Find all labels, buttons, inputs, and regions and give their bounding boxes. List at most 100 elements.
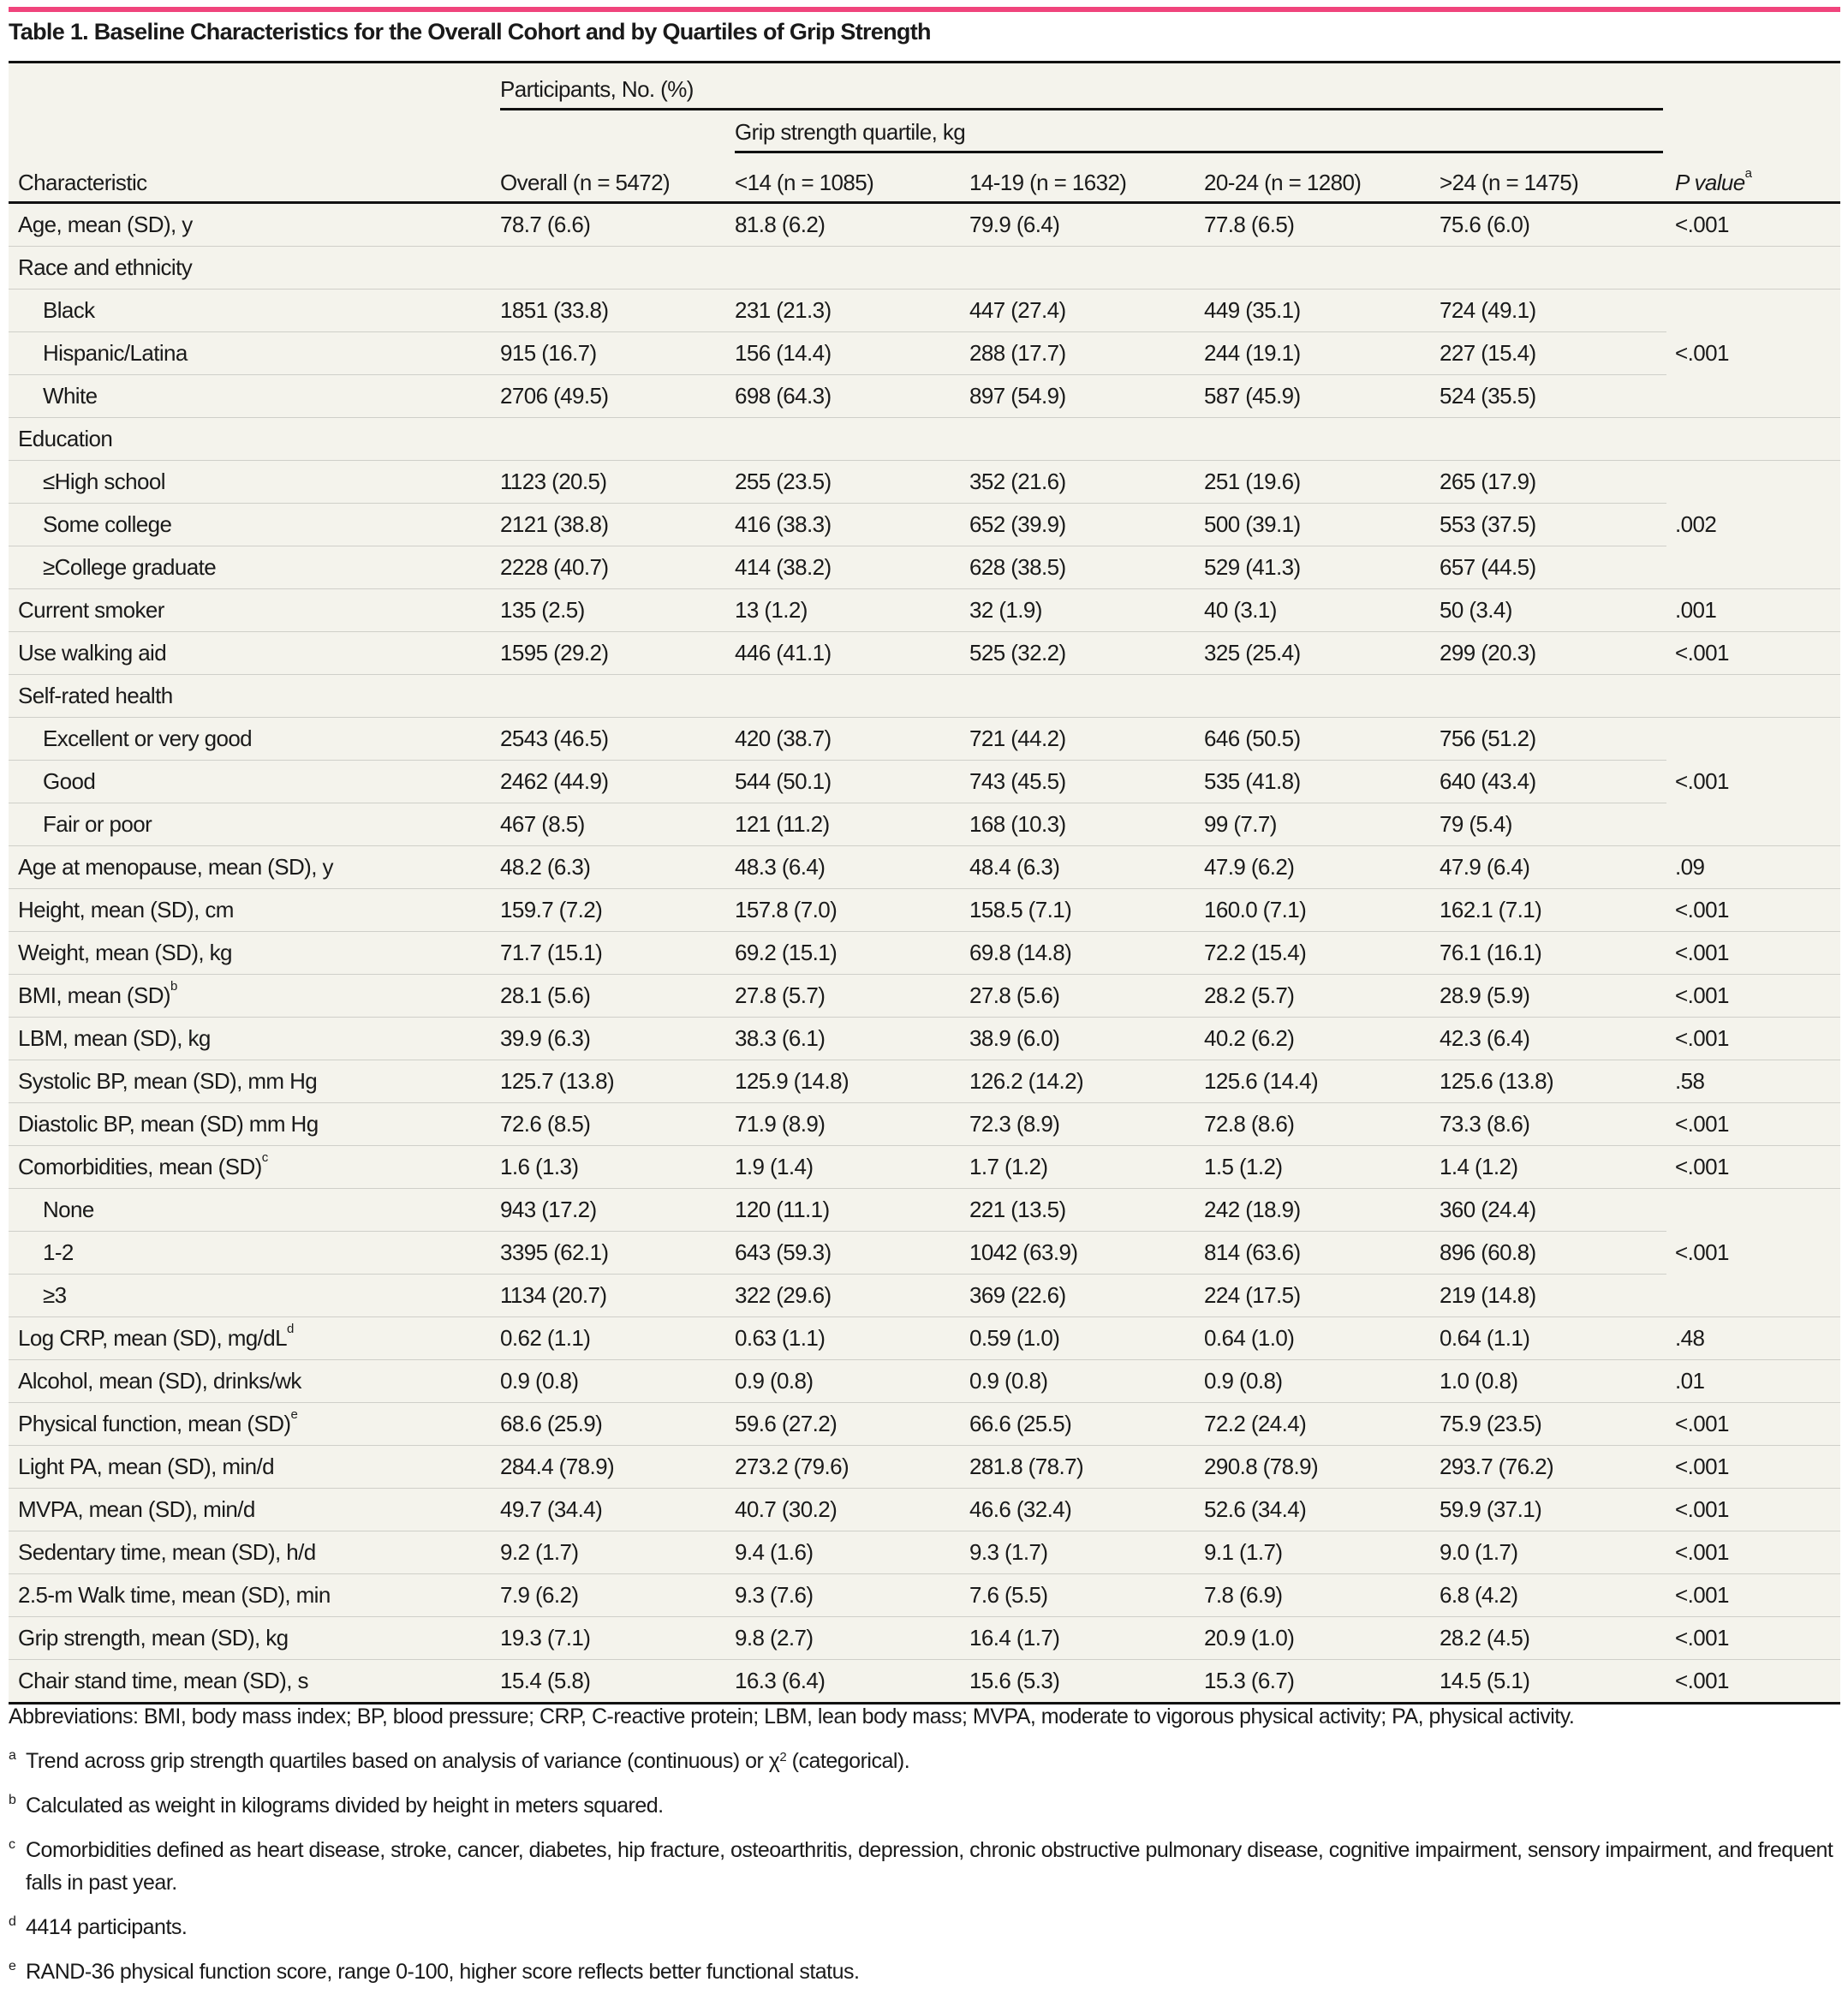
table-row: Age, mean (SD), y 78.7 (6.6) 81.8 (6.2) 79.… bbox=[9, 202, 1841, 247]
cell-value: 698 (64.3) bbox=[735, 374, 969, 418]
table-row: Grip strength, mean (SD), kg 19.3 (7.1) 9.… bbox=[9, 1616, 1841, 1660]
p-value: <.001 bbox=[1675, 1668, 1729, 1693]
row-label-text: ≥College graduate bbox=[43, 554, 217, 580]
row-label-text: Comorbidities, mean (SD) bbox=[18, 1154, 262, 1179]
cell-value: 896 (60.8) bbox=[1440, 1231, 1667, 1275]
row-label-text: Self-rated health bbox=[18, 683, 173, 708]
table-row: Weight, mean (SD), kg 71.7 (15.1) 69.2 (15… bbox=[9, 931, 1841, 975]
row-label-text: BMI, mean (SD) bbox=[18, 982, 171, 1008]
row-label: Diastolic BP, mean (SD) mm Hg bbox=[9, 1102, 500, 1146]
table-row: Race and ethnicity bbox=[9, 246, 1841, 290]
cell-value: 15.3 (6.7) bbox=[1204, 1668, 1295, 1693]
table-row: Self-rated health bbox=[9, 674, 1841, 718]
cell-value bbox=[735, 674, 969, 718]
cell-value: 446 (41.1) bbox=[735, 631, 969, 675]
row-label-text: 2.5-m Walk time, mean (SD), min bbox=[18, 1582, 331, 1608]
table-row: Diastolic BP, mean (SD) mm Hg 72.6 (8.5) 7… bbox=[9, 1102, 1841, 1146]
cell-value: 68.6 (25.9) bbox=[500, 1402, 735, 1446]
footnote-letter: b bbox=[9, 1793, 16, 1807]
cell-value: 1595 (29.2) bbox=[500, 631, 735, 675]
cell-value bbox=[969, 417, 1204, 461]
row-label: Current smoker bbox=[9, 588, 500, 632]
p-value: <.001 bbox=[1666, 1017, 1841, 1060]
cell-value: 288 (17.7) bbox=[969, 331, 1204, 375]
cell-value: 77.8 (6.5) bbox=[1204, 202, 1440, 247]
table-row: 2.5-m Walk time, mean (SD), min 7.9 (6.2)… bbox=[9, 1573, 1841, 1617]
cell-value: 1.5 (1.2) bbox=[1204, 1145, 1440, 1189]
table-row: Age at menopause, mean (SD), y 48.2 (6.3)… bbox=[9, 845, 1841, 889]
row-label-text: Black bbox=[43, 297, 95, 323]
row-label-text: Race and ethnicity bbox=[18, 254, 193, 280]
cell-value: 1134 (20.7) bbox=[500, 1274, 735, 1317]
table-row: Excellent or very good 2543 (46.5) 420 (38… bbox=[9, 717, 1841, 846]
row-label: Chair stand time, mean (SD), s bbox=[9, 1660, 500, 1703]
table-row: Alcohol, mean (SD), drinks/wk 0.9 (0.8) 0.… bbox=[9, 1359, 1841, 1403]
cell-value bbox=[1204, 674, 1440, 718]
footnote-text-tail: (categorical). bbox=[786, 1749, 910, 1773]
cell-value: 293.7 (76.2) bbox=[1440, 1445, 1667, 1489]
cell-value: 38.9 (6.0) bbox=[969, 1017, 1204, 1060]
cell-value: 15.6 (5.3) bbox=[969, 1668, 1060, 1693]
row-label: ≤High school bbox=[9, 460, 500, 504]
footnote-ref: d bbox=[287, 1322, 294, 1336]
table-row: Height, mean (SD), cm 159.7 (7.2) 157.8 (7… bbox=[9, 888, 1841, 932]
cell-value: 325 (25.4) bbox=[1204, 631, 1440, 675]
cell-value: 7.8 (6.9) bbox=[1204, 1573, 1440, 1617]
p-value-header: P valuea bbox=[1666, 153, 1841, 204]
cell-value: 28.9 (5.9) bbox=[1440, 974, 1667, 1018]
footnote-superscript: 2 bbox=[779, 1750, 787, 1764]
row-label: Age, mean (SD), y bbox=[9, 202, 500, 247]
cell-value: 0.64 (1.1) bbox=[1440, 1316, 1667, 1360]
cell-value: 66.6 (25.5) bbox=[969, 1402, 1204, 1446]
p-value: <.001 bbox=[1666, 717, 1841, 846]
cell-value: 14.5 (5.1) bbox=[1440, 1668, 1530, 1693]
row-label-text: White bbox=[43, 383, 98, 409]
cell-value: 525 (32.2) bbox=[969, 631, 1204, 675]
table-row: MVPA, mean (SD), min/d 49.7 (34.4) 40.7 (3… bbox=[9, 1488, 1841, 1531]
cell-value: 255 (23.5) bbox=[735, 460, 969, 504]
cell-value: 0.64 (1.0) bbox=[1204, 1316, 1440, 1360]
cell-value: 756 (51.2) bbox=[1440, 717, 1667, 761]
footnote-text: Calculated as weight in kilograms divide… bbox=[26, 1794, 664, 1818]
cell-value: 290.8 (78.9) bbox=[1204, 1445, 1440, 1489]
cell-value: 120 (11.1) bbox=[735, 1188, 969, 1232]
cell-value: 157.8 (7.0) bbox=[735, 888, 969, 932]
cell-value: 59.6 (27.2) bbox=[735, 1402, 969, 1446]
cell-value: 28.2 (4.5) bbox=[1440, 1616, 1667, 1660]
cell-value: 76.1 (16.1) bbox=[1440, 931, 1667, 975]
cell-value: 162.1 (7.1) bbox=[1440, 888, 1667, 932]
table-row: Fair or poor 467 (8.5) 121 (11.2) 168 (10.3… bbox=[9, 803, 1840, 846]
column-header-q2: 14-19 (n = 1632) bbox=[969, 153, 1204, 204]
cell-value bbox=[969, 674, 1204, 718]
p-value: <.001 bbox=[1666, 1573, 1841, 1617]
cell-value: 1.7 (1.2) bbox=[969, 1145, 1204, 1189]
cell-value: 168 (10.3) bbox=[969, 803, 1204, 846]
row-label-text: Use walking aid bbox=[18, 640, 167, 666]
cell-value: 72.8 (8.6) bbox=[1204, 1102, 1440, 1146]
cell-value: 75.9 (23.5) bbox=[1440, 1402, 1667, 1446]
cell-value: 943 (17.2) bbox=[500, 1188, 735, 1232]
row-label: Height, mean (SD), cm bbox=[9, 888, 500, 932]
row-label: BMI, mean (SD)b bbox=[9, 974, 500, 1018]
table-row: BMI, mean (SD)b 28.1 (5.6) 27.8 (5.7) 27.8 … bbox=[9, 974, 1841, 1018]
cell-value: 47.9 (6.4) bbox=[1440, 845, 1667, 889]
footnote-ref: b bbox=[170, 979, 177, 994]
cell-value: 27.8 (5.7) bbox=[735, 974, 969, 1018]
cell-value: 2543 (46.5) bbox=[500, 717, 735, 761]
cell-value: 652 (39.9) bbox=[969, 503, 1204, 546]
table-row: ≤High school 1123 (20.5) 255 (23.5) 352 (21… bbox=[9, 460, 1841, 589]
cell-value: 9.3 (7.6) bbox=[735, 1573, 969, 1617]
cell-value: 416 (38.3) bbox=[735, 503, 969, 546]
row-label: Light PA, mean (SD), min/d bbox=[9, 1445, 500, 1489]
cell-value: 48.2 (6.3) bbox=[500, 845, 735, 889]
p-value bbox=[1666, 246, 1841, 290]
cell-value: 40.2 (6.2) bbox=[1204, 1017, 1440, 1060]
table-row: 1-2 3395 (62.1) 643 (59.3) 1042 (63.9) 814 (… bbox=[9, 1231, 1840, 1275]
row-label-text: Alcohol, mean (SD), drinks/wk bbox=[18, 1368, 301, 1394]
cell-value: 73.3 (8.6) bbox=[1440, 1102, 1667, 1146]
cell-value: 897 (54.9) bbox=[969, 374, 1204, 418]
characteristic-header: Characteristic bbox=[9, 153, 500, 204]
cell-value: 587 (45.9) bbox=[1204, 374, 1440, 418]
cell-value: 2228 (40.7) bbox=[500, 546, 735, 589]
cell-value: 15.4 (5.8) bbox=[500, 1668, 591, 1693]
